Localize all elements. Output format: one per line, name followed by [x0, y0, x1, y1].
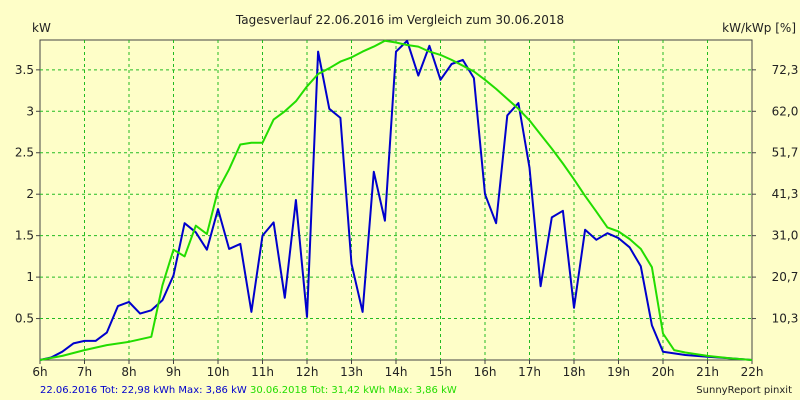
x-tick-label: 15h	[429, 365, 452, 379]
y-axis-label-right: kW/kWp [%]	[722, 21, 796, 35]
axis-ticks: 6h 7h 8h 9h 10h 11h 12h 13h 14h 15h 16h 17h 18h 19h 20…	[15, 63, 798, 379]
y-tick-label-right: 10,3	[772, 312, 799, 326]
y-tick-label-left: 1	[26, 270, 34, 284]
brand-label: SunnyReport pinxit	[696, 385, 792, 396]
x-tick-label: 6h	[32, 365, 47, 379]
y-tick-label-left: 2.5	[15, 146, 34, 160]
y-tick-label-right: 51,7	[772, 146, 799, 160]
x-tick-label: 18h	[563, 365, 586, 379]
series-line-2018	[39, 39, 753, 361]
y-tick-label-left: 1.5	[15, 229, 34, 243]
x-tick-label: 12h	[296, 365, 319, 379]
y-tick-label-left: 2	[26, 187, 34, 201]
y-tick-label-left: 3.5	[15, 63, 34, 77]
x-tick-label: 10h	[207, 365, 230, 379]
x-tick-label: 17h	[518, 365, 541, 379]
y-tick-label-right: 31,0	[772, 229, 799, 243]
x-tick-label: 22h	[741, 365, 764, 379]
legend-2018: 30.06.2018 Tot: 31,42 kWh Max: 3,86 kW	[249, 385, 457, 396]
y-tick-label-right: 62,0	[772, 104, 799, 118]
x-tick-label: 9h	[166, 365, 181, 379]
y-tick-label-left: 0.5	[15, 312, 34, 326]
y-tick-label-right: 41,3	[772, 187, 799, 201]
series-lines	[39, 39, 753, 361]
x-tick-label: 11h	[251, 365, 274, 379]
series-line-2016	[39, 39, 753, 361]
y-axis-label-left: kW	[32, 21, 51, 35]
chart-title: Tagesverlauf 22.06.2016 im Vergleich zum…	[235, 13, 564, 27]
x-tick-label: 16h	[474, 365, 497, 379]
x-tick-label: 19h	[607, 365, 630, 379]
y-tick-label-right: 20,7	[772, 270, 799, 284]
x-tick-label: 20h	[652, 365, 675, 379]
y-tick-label-right: 72,3	[772, 63, 799, 77]
x-tick-label: 13h	[340, 365, 363, 379]
legend-2016: 22.06.2016 Tot: 22,98 kWh Max: 3,86 kW	[40, 385, 247, 396]
x-tick-label: 21h	[696, 365, 719, 379]
x-tick-label: 14h	[385, 365, 408, 379]
x-tick-label: 7h	[77, 365, 92, 379]
x-tick-label: 8h	[121, 365, 136, 379]
y-tick-label-left: 3	[26, 104, 34, 118]
